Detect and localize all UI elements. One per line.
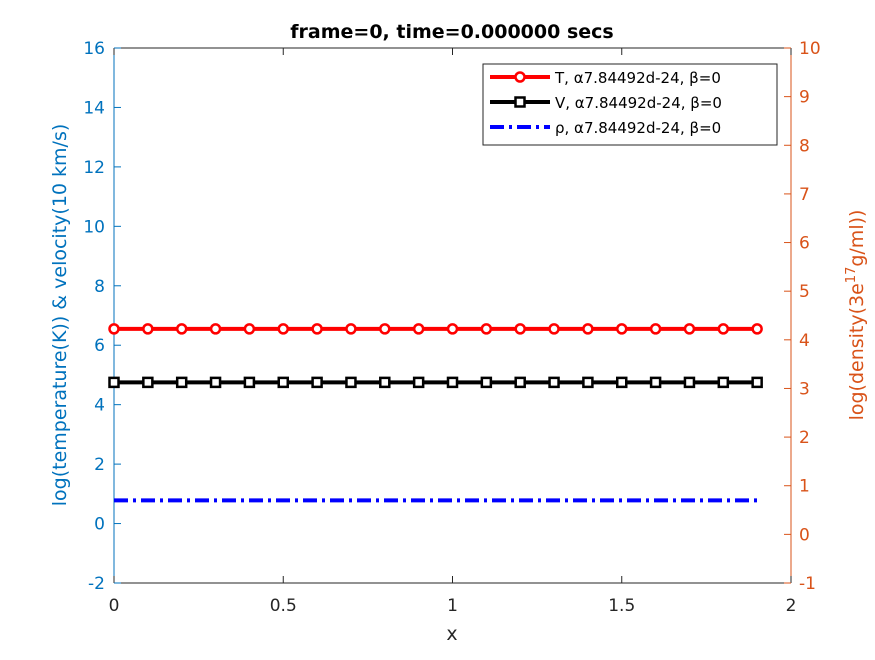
marker bbox=[345, 323, 357, 335]
legend: T, α7.84492d-24, β=0 V, α7.84492d-24, β=0… bbox=[482, 63, 778, 146]
marker bbox=[277, 376, 289, 389]
marker bbox=[717, 376, 730, 389]
marker bbox=[379, 376, 391, 389]
y2-tick-label: 1 bbox=[799, 477, 810, 497]
y2-label-part: g/ml)) bbox=[846, 210, 868, 267]
y2-tick-label: 4 bbox=[799, 331, 810, 351]
marker bbox=[209, 376, 222, 389]
marker bbox=[751, 323, 763, 335]
y-axis-label: log(temperature(K)) & velocity(10 km/s) bbox=[49, 124, 71, 507]
marker bbox=[683, 323, 696, 335]
y2-axis-label: log(density(3e17g/ml)) bbox=[844, 210, 868, 421]
y2-tick-label: -1 bbox=[799, 574, 816, 594]
y2-tick-label: 9 bbox=[799, 88, 810, 108]
marker bbox=[243, 376, 256, 389]
marker bbox=[379, 323, 391, 335]
marker bbox=[108, 376, 120, 389]
y2-tick-label: 2 bbox=[799, 428, 810, 448]
marker bbox=[582, 376, 594, 389]
y-tick-label: 4 bbox=[94, 396, 105, 416]
y2-tick-label: 8 bbox=[799, 136, 810, 156]
marker bbox=[683, 376, 696, 389]
marker bbox=[514, 376, 526, 389]
legend-label: T, α7.84492d-24, β=0 bbox=[554, 69, 721, 87]
marker bbox=[514, 323, 526, 335]
marker bbox=[480, 376, 493, 389]
y2-tick-label: 7 bbox=[799, 185, 810, 205]
marker bbox=[277, 323, 289, 335]
marker bbox=[616, 323, 628, 335]
x-tick-label: 0.5 bbox=[270, 596, 297, 616]
y-tick-label: 6 bbox=[94, 336, 105, 356]
marker bbox=[751, 376, 763, 389]
marker bbox=[582, 323, 594, 335]
marker bbox=[446, 323, 459, 335]
y-tick-label: 12 bbox=[83, 158, 105, 178]
marker bbox=[209, 323, 222, 335]
marker bbox=[108, 323, 120, 335]
marker bbox=[412, 323, 425, 335]
marker bbox=[480, 323, 493, 335]
marker bbox=[514, 71, 526, 83]
marker bbox=[243, 323, 256, 335]
y2-label-part: log(density(3e bbox=[846, 283, 868, 420]
x-tick-label: 1 bbox=[447, 596, 458, 616]
marker bbox=[311, 323, 323, 335]
marker bbox=[175, 376, 188, 389]
chart-title: frame=0, time=0.000000 secs bbox=[290, 21, 613, 43]
marker bbox=[142, 376, 154, 389]
x-tick-label: 0 bbox=[109, 596, 120, 616]
y2-tick-label: 10 bbox=[799, 39, 821, 59]
marker bbox=[548, 323, 560, 335]
y2-tick-label: 3 bbox=[799, 379, 810, 399]
marker bbox=[649, 323, 662, 335]
marker bbox=[717, 323, 730, 335]
y-tick-label: 2 bbox=[94, 455, 105, 475]
x-axis-label: x bbox=[446, 623, 457, 645]
legend-label: V, α7.84492d-24, β=0 bbox=[555, 94, 722, 112]
y-tick-label: 8 bbox=[94, 277, 105, 297]
legend-label: ρ, α7.84492d-24, β=0 bbox=[555, 119, 721, 137]
x-tick-label: 2 bbox=[786, 596, 797, 616]
marker bbox=[548, 376, 560, 389]
marker bbox=[616, 376, 628, 389]
y2-label-superscript: 17 bbox=[844, 267, 859, 284]
y-tick-label: 10 bbox=[83, 217, 105, 237]
marker bbox=[311, 376, 323, 389]
y-tick-label: -2 bbox=[88, 574, 105, 594]
y-tick-label: 16 bbox=[83, 39, 105, 59]
y-tick-label: 0 bbox=[94, 515, 105, 535]
marker bbox=[514, 96, 526, 108]
y-tick-label: 14 bbox=[83, 98, 105, 118]
y2-tick-label: 5 bbox=[799, 282, 810, 302]
marker bbox=[175, 323, 188, 335]
marker bbox=[142, 323, 154, 335]
marker bbox=[649, 376, 662, 389]
marker bbox=[345, 376, 357, 389]
y2-tick-label: 0 bbox=[799, 525, 810, 545]
y2-tick-label: 6 bbox=[799, 234, 810, 254]
marker bbox=[412, 376, 425, 389]
x-tick-label: 1.5 bbox=[608, 596, 635, 616]
marker bbox=[446, 376, 459, 389]
